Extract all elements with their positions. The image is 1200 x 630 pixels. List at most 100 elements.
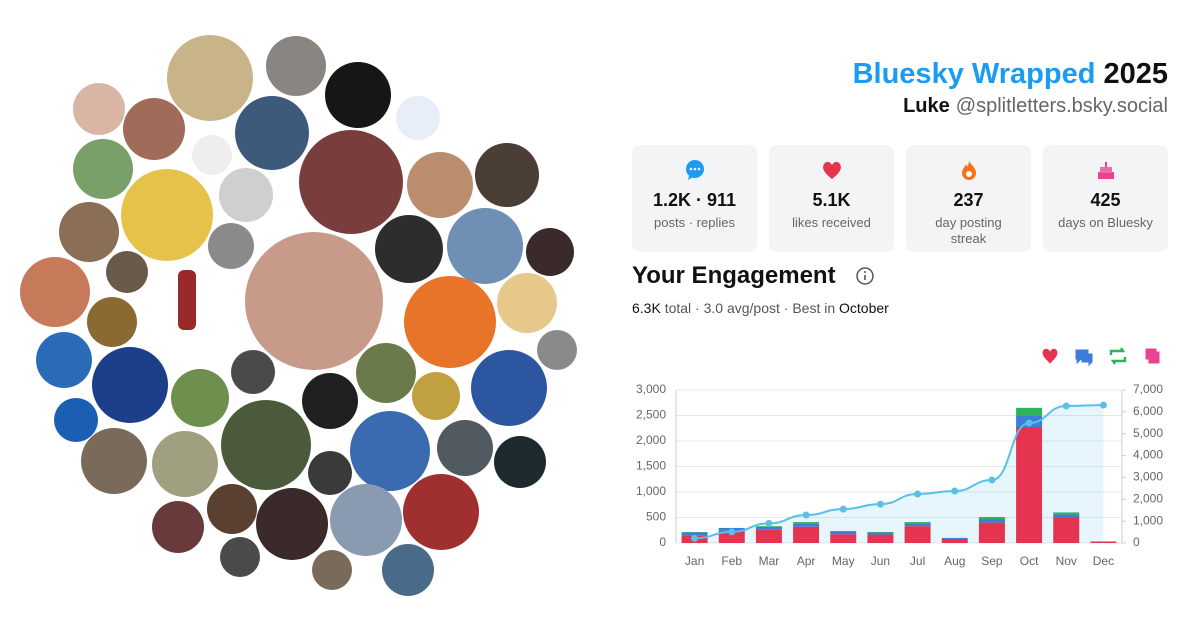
avatar[interactable] xyxy=(92,347,168,423)
avatar[interactable] xyxy=(382,544,434,596)
avatar[interactable] xyxy=(312,550,352,590)
legend-icon[interactable] xyxy=(1145,348,1160,364)
user-name: Luke xyxy=(903,95,950,117)
line-point xyxy=(728,528,736,536)
line-point xyxy=(839,505,847,513)
x-tick-label: May xyxy=(832,554,855,568)
legend-icon[interactable] xyxy=(1075,349,1093,367)
handle[interactable]: @splitletters.bsky.social xyxy=(955,95,1168,117)
avatar[interactable] xyxy=(219,168,273,222)
avatar[interactable] xyxy=(356,343,416,403)
info-icon[interactable] xyxy=(836,265,876,287)
stat-label: day posting streak xyxy=(935,215,1002,246)
avatar[interactable] xyxy=(256,488,328,560)
stat-card: 1.2K · 911 posts · replies xyxy=(632,145,757,252)
avatar[interactable] xyxy=(404,276,496,368)
y2-tick-label: 4,000 xyxy=(1133,448,1163,462)
x-tick-label: Mar xyxy=(759,554,780,568)
avatar[interactable] xyxy=(235,96,309,170)
avatar[interactable] xyxy=(407,152,473,218)
bar-segment xyxy=(904,523,931,527)
legend-icon[interactable] xyxy=(1042,348,1058,364)
avatar[interactable] xyxy=(73,139,133,199)
avatar[interactable] xyxy=(20,257,90,327)
bar-segment xyxy=(830,534,857,543)
avatar[interactable] xyxy=(192,135,232,175)
x-tick-label: Sep xyxy=(981,554,1003,568)
avatar[interactable] xyxy=(171,369,229,427)
avatar[interactable] xyxy=(81,428,147,494)
bar-segment xyxy=(1016,426,1043,543)
bar-segment xyxy=(681,535,708,543)
avatar[interactable] xyxy=(475,143,539,207)
avatar[interactable] xyxy=(245,232,383,370)
avatar[interactable] xyxy=(208,223,254,269)
avatar[interactable] xyxy=(87,297,137,347)
avatar[interactable] xyxy=(537,330,577,370)
avatar[interactable] xyxy=(494,436,546,488)
avatar[interactable] xyxy=(350,411,430,491)
line-point xyxy=(1025,419,1033,427)
y2-tick-label: 0 xyxy=(1133,535,1140,549)
avatar[interactable] xyxy=(167,35,253,121)
avatar[interactable] xyxy=(299,130,403,234)
avatar[interactable] xyxy=(152,501,204,553)
line xyxy=(694,404,1104,540)
avatar[interactable] xyxy=(497,273,557,333)
avatar[interactable] xyxy=(220,537,260,577)
bar-segment xyxy=(904,526,931,543)
line-point xyxy=(691,534,699,542)
avatar[interactable] xyxy=(330,484,402,556)
avatar[interactable] xyxy=(266,36,326,96)
bar-segment xyxy=(1053,514,1080,518)
stat-card: 425 days on Bluesky xyxy=(1043,145,1168,252)
stat-label: posts · replies xyxy=(654,215,735,230)
avatar[interactable] xyxy=(221,400,311,490)
avatar[interactable] xyxy=(471,350,547,426)
avatar[interactable] xyxy=(437,420,493,476)
y2-tick-label: 5,000 xyxy=(1133,426,1163,440)
y-tick-label: 0 xyxy=(659,535,666,549)
summary: 6.3K total · 3.0 avg/post · Best in Octo… xyxy=(632,300,889,316)
avatar[interactable] xyxy=(325,62,391,128)
bar-segment xyxy=(978,519,1005,523)
total: 6.3K xyxy=(632,300,661,316)
avatar[interactable] xyxy=(302,373,358,429)
summary-text: total · 3.0 avg/post · Best in xyxy=(664,300,836,316)
y2-tick-label: 2,000 xyxy=(1133,491,1163,505)
bar-segment xyxy=(867,532,894,535)
x-tick-label: Apr xyxy=(797,554,816,568)
avatar[interactable] xyxy=(152,431,218,497)
stat-value: 5.1K xyxy=(812,190,851,210)
avatar[interactable] xyxy=(412,372,460,420)
bar-segment xyxy=(867,534,894,543)
avatar[interactable] xyxy=(121,169,213,261)
bar-segment xyxy=(830,531,857,535)
bar-segment xyxy=(793,523,820,527)
bar-segment xyxy=(755,526,782,527)
avatar[interactable] xyxy=(36,332,92,388)
avatar[interactable] xyxy=(207,484,257,534)
avatar[interactable] xyxy=(231,350,275,394)
x-tick-label: Jul xyxy=(910,554,925,568)
line-point xyxy=(1062,402,1070,410)
stat-label: days on Bluesky xyxy=(1058,215,1153,230)
line-point xyxy=(1099,401,1107,409)
avatar[interactable] xyxy=(308,451,352,495)
avatar[interactable] xyxy=(403,474,479,550)
avatar[interactable] xyxy=(375,215,443,283)
avatar[interactable] xyxy=(447,208,523,284)
bar-segment xyxy=(830,531,857,532)
bar-segment xyxy=(978,516,1005,520)
icon xyxy=(1097,162,1114,179)
avatar[interactable] xyxy=(106,251,148,293)
avatar[interactable] xyxy=(54,398,98,442)
avatar[interactable] xyxy=(59,202,119,262)
avatar[interactable] xyxy=(123,98,185,160)
bar-segment xyxy=(867,532,894,533)
avatar[interactable] xyxy=(396,96,440,140)
bar-segment xyxy=(681,532,708,533)
avatar[interactable] xyxy=(73,83,125,135)
avatar[interactable] xyxy=(526,228,574,276)
legend-icon[interactable] xyxy=(1109,347,1127,365)
